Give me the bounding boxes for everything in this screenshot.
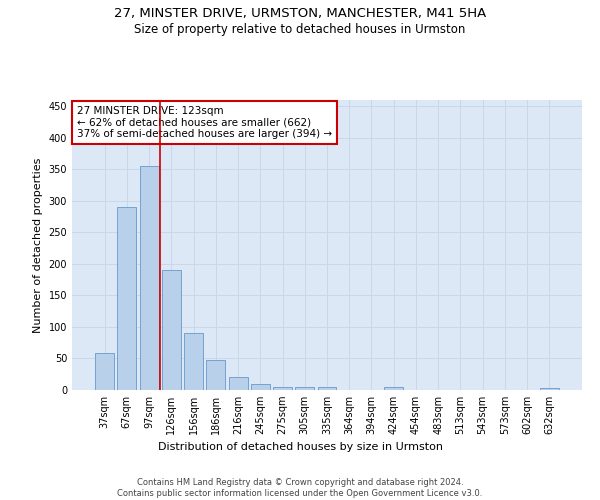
Bar — [273, 387, 292, 390]
Text: Contains HM Land Registry data © Crown copyright and database right 2024.
Contai: Contains HM Land Registry data © Crown c… — [118, 478, 482, 498]
Bar — [384, 388, 403, 390]
Bar — [140, 166, 158, 390]
Bar — [540, 388, 559, 390]
Bar — [118, 207, 136, 390]
Bar — [251, 384, 270, 390]
Bar — [184, 334, 203, 390]
Text: 27, MINSTER DRIVE, URMSTON, MANCHESTER, M41 5HA: 27, MINSTER DRIVE, URMSTON, MANCHESTER, … — [114, 8, 486, 20]
Bar — [162, 270, 181, 390]
Text: 27 MINSTER DRIVE: 123sqm
← 62% of detached houses are smaller (662)
37% of semi-: 27 MINSTER DRIVE: 123sqm ← 62% of detach… — [77, 106, 332, 139]
Bar — [317, 387, 337, 390]
Text: Size of property relative to detached houses in Urmston: Size of property relative to detached ho… — [134, 22, 466, 36]
Bar — [95, 354, 114, 390]
Bar — [206, 360, 225, 390]
Bar — [229, 378, 248, 390]
Bar — [295, 387, 314, 390]
Text: Distribution of detached houses by size in Urmston: Distribution of detached houses by size … — [157, 442, 443, 452]
Y-axis label: Number of detached properties: Number of detached properties — [33, 158, 43, 332]
